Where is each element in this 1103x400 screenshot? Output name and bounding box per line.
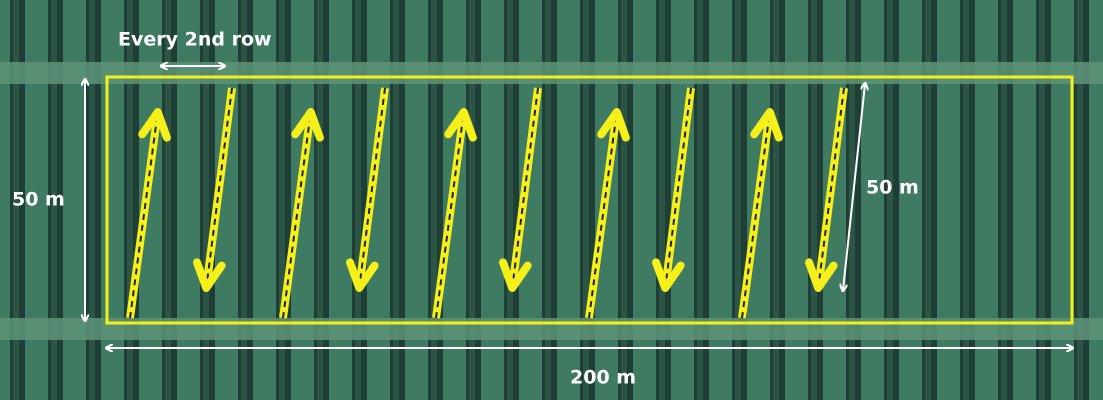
pass-length-label: 50 m xyxy=(866,177,919,199)
field-height-label: 50 m xyxy=(12,189,65,211)
aerial-field-diagram: Every 2nd row 50 m 50 m 200 m xyxy=(0,0,1103,400)
row-spacing-label: Every 2nd row xyxy=(118,29,272,51)
field-width-label: 200 m xyxy=(570,367,636,389)
field-road xyxy=(0,318,1103,340)
